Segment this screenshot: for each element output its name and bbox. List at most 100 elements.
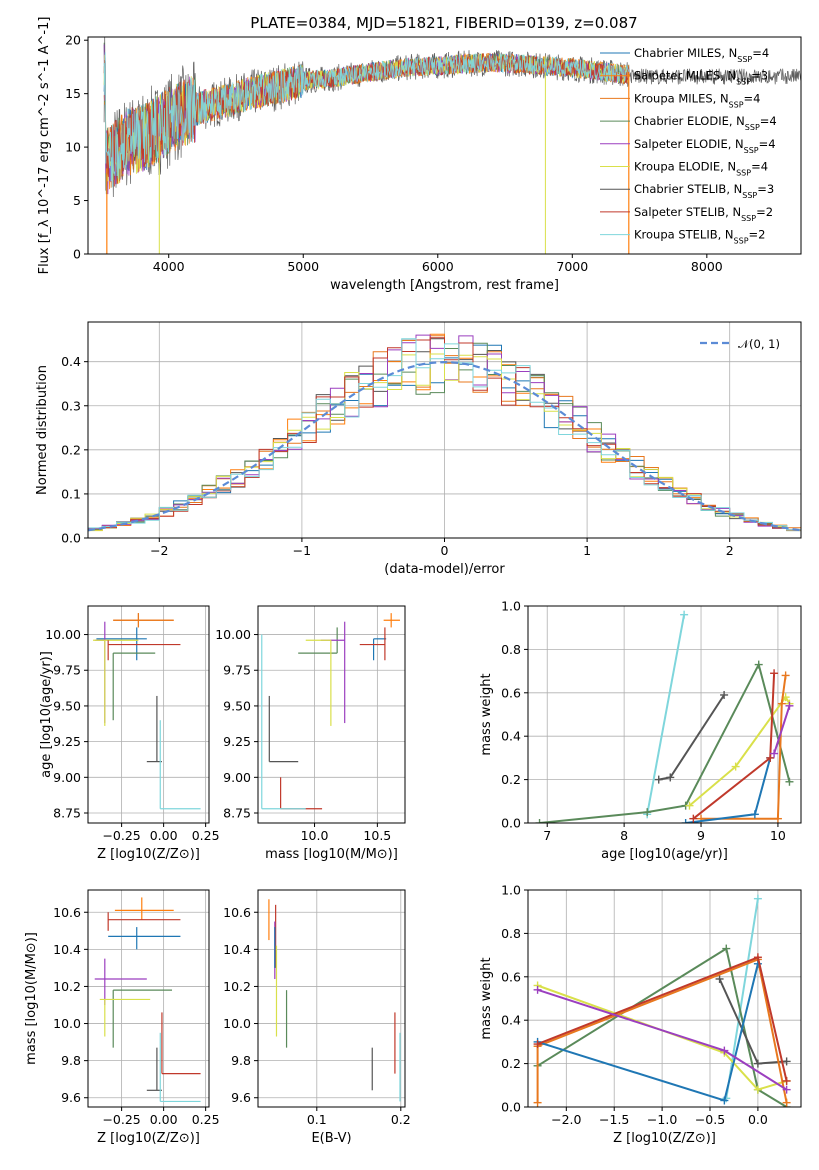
legend-entry: 𝒩(0, 1) <box>738 337 780 351</box>
x-tick-label: 5000 <box>287 259 319 274</box>
mass-weight-line <box>692 673 776 820</box>
errorbar-point <box>268 695 299 763</box>
errorbar-point <box>94 621 106 724</box>
mass-weight-marker <box>685 801 694 810</box>
axes-frame <box>87 889 210 1108</box>
y-axis-label: mass weight <box>479 957 494 1039</box>
mass-weight-marker <box>753 1059 762 1068</box>
errorbar-point <box>99 998 151 1037</box>
errorbar-point <box>280 777 323 810</box>
x-axis-label: wavelength [Angstrom, rest frame] <box>330 278 559 293</box>
y-tick-label: 0.2 <box>501 1056 521 1071</box>
mass-weight-marker <box>753 1085 762 1094</box>
mass-weight-marker <box>681 819 690 823</box>
mass-weight-line <box>536 958 788 1103</box>
y-tick-label: 10.2 <box>53 979 81 994</box>
y-tick-label: 0.4 <box>501 729 521 744</box>
y-tick-label: 10.0 <box>53 1016 81 1031</box>
axes-frame <box>527 889 802 1108</box>
x-tick-label: 0.0 <box>748 1112 768 1127</box>
mass-weight-line <box>725 898 759 1099</box>
x-tick-label: 10.5 <box>363 828 391 843</box>
x-tick-label: −2 <box>150 543 168 558</box>
y-axis-label: mass weight <box>479 673 494 755</box>
errorbar-point <box>372 638 387 661</box>
mass-weight-marker <box>535 819 544 823</box>
errorbar-point <box>359 627 386 661</box>
y-tick-label: 9.00 <box>53 770 81 785</box>
x-tick-label: −0.5 <box>695 1112 725 1127</box>
mass-weight-marker <box>782 1057 791 1066</box>
y-tick-label: 5 <box>73 193 81 208</box>
y-tick-label: 10.0 <box>223 1016 251 1031</box>
mass-weight-marker <box>720 1046 729 1055</box>
x-tick-label: 9 <box>697 828 705 843</box>
y-tick-label: 9.75 <box>53 663 81 678</box>
x-axis-label: age [log10(age/yr)] <box>601 847 728 862</box>
y-tick-label: 0.8 <box>501 642 521 657</box>
mass-weight-marker <box>782 1098 791 1107</box>
x-tick-label: 10 <box>770 828 786 843</box>
y-tick-label: 15 <box>65 86 81 101</box>
x-tick-label: 6000 <box>422 259 454 274</box>
y-tick-label: 0.0 <box>501 816 521 831</box>
y-tick-label: 0.4 <box>61 354 81 369</box>
x-axis-label: mass [log10(M/M⊙)] <box>265 847 398 862</box>
legend-entry: Salpeter STELIB, NSSP=2 <box>634 205 773 223</box>
y-tick-label: 9.6 <box>231 1090 251 1105</box>
x-tick-label: 7 <box>543 828 551 843</box>
y-tick-label: 10.6 <box>53 905 81 920</box>
mass-weight-marker <box>753 953 762 962</box>
errorbar-point <box>112 989 173 1048</box>
age_vs_Z-panel: −0.25 0.00 0.25 8.75 9.00 9.25 9.50 9.75 10.00 Z … <box>39 605 220 862</box>
x-tick-label: −1.0 <box>647 1112 677 1127</box>
y-tick-label: 0.2 <box>61 442 81 457</box>
x-axis-label: Z [log10(Z/Z⊙)] <box>97 1131 200 1146</box>
x-tick-label: −1.5 <box>599 1112 629 1127</box>
mass-weight-marker <box>666 773 675 782</box>
mass-weight-marker <box>654 775 663 784</box>
normal-curve <box>88 360 801 532</box>
x-tick-label: 7000 <box>556 259 588 274</box>
mass_vs_Z-plot-area <box>94 897 201 1103</box>
y-tick-label: 0.2 <box>501 772 521 787</box>
mass-weight-marker <box>782 1085 791 1094</box>
mass_vs_ebv-panel: 0.1 0.2 9.6 9.8 10.0 10.2 10.4 10.6 E(B-V) <box>223 889 411 1146</box>
errorbar-point <box>305 639 332 726</box>
x-tick-label: 1 <box>583 543 591 558</box>
y-tick-label: 1.0 <box>501 599 521 614</box>
y-tick-label: 10.2 <box>223 979 251 994</box>
errorbar-point <box>113 613 174 628</box>
mass-weight-marker <box>773 814 782 823</box>
age_vs_mass-plot-area <box>261 613 400 810</box>
mass_weight_vs_Z-plot-area <box>533 894 791 1107</box>
legend-entry: Chabrier ELODIE, NSSP=4 <box>634 114 777 132</box>
mass-weight-marker <box>770 669 779 678</box>
mass-weight-marker <box>781 671 790 680</box>
legend-entry: Kroupa MILES, NSSP=4 <box>634 91 760 109</box>
mass-weight-marker <box>753 894 762 903</box>
mass_vs_Z-panel: −0.25 0.00 0.25 9.6 9.8 10.0 10.2 10.4 10.6 Z [lo… <box>24 889 220 1146</box>
mass-weight-line <box>688 695 791 807</box>
y-tick-label: 20 <box>65 33 81 48</box>
x-tick-label: 0.1 <box>307 1112 327 1127</box>
mass-weight-line <box>773 705 791 754</box>
mass_weight_vs_Z-panel: −2.0 −1.5 −1.0 −0.5 0.0 0.0 0.2 0.4 0.6 0.8 1.0 Z [… <box>479 883 802 1146</box>
x-tick-label: 0.00 <box>150 828 178 843</box>
y-axis-label: Flux [f_λ 10^-17 erg cm^-2 s^-1 A^-1] <box>37 17 52 275</box>
errorbar-point <box>107 640 181 661</box>
mass-weight-marker <box>782 1076 791 1085</box>
legend-entry: Kroupa STELIB, NSSP=2 <box>634 228 765 246</box>
x-axis-label: E(B-V) <box>311 1131 351 1146</box>
errorbar-point <box>146 1047 162 1091</box>
y-tick-label: 0.6 <box>501 685 521 700</box>
y-tick-label: 1.0 <box>501 883 521 898</box>
x-axis-label: Z [log10(Z/Z⊙)] <box>613 1131 716 1146</box>
x-axis-label: (data-model)/error <box>384 562 505 577</box>
mass-weight-marker <box>715 974 724 983</box>
x-tick-label: −0.25 <box>102 1112 140 1127</box>
y-tick-label: 0.3 <box>61 398 81 413</box>
mass-weight-line <box>658 694 725 781</box>
legend-entry: Salpeter MILES, NSSP=3 <box>634 69 768 87</box>
